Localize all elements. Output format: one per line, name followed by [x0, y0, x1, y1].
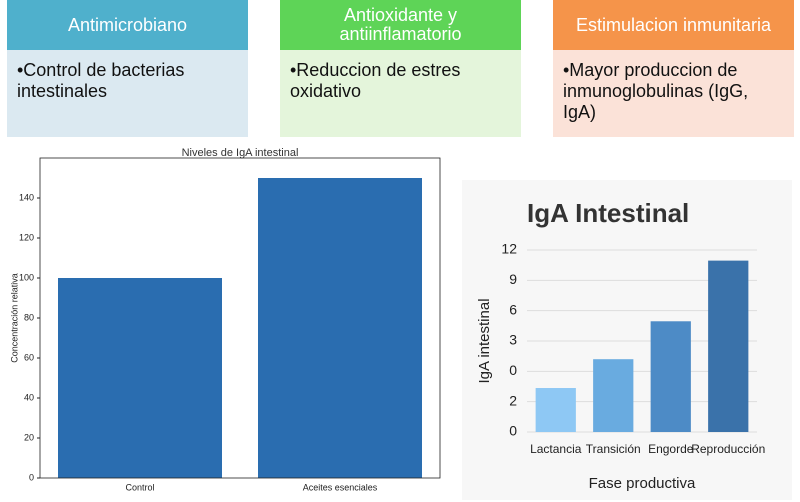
bar [58, 278, 222, 478]
x-tick-label: Control [125, 482, 154, 492]
y-tick-label: 0 [29, 472, 34, 482]
box-text: •Control de bacterias intestinales [7, 50, 248, 137]
y-tick-label: 0 [509, 362, 517, 378]
y-tick-label: 9 [509, 271, 517, 287]
box: Antioxidante y antiinflamatorio •Reducci… [280, 0, 521, 137]
box-text: •Reduccion de estres oxidativo [280, 50, 521, 137]
plot-frame [39, 157, 441, 479]
box: Antimicrobiano •Control de bacterias int… [7, 0, 248, 137]
y-tick-label: 0 [509, 423, 517, 439]
bar [535, 388, 576, 432]
y-tick-label: 20 [24, 432, 34, 442]
y-tick-label: 2 [509, 392, 517, 408]
y-tick-label: 120 [19, 232, 34, 242]
box-title: Antimicrobiano [7, 0, 248, 50]
box-text: •Mayor produccion de inmunoglobulinas (I… [553, 50, 794, 137]
x-tick-label: Reproducción [691, 442, 765, 456]
x-tick-label: Aceites esenciales [303, 482, 378, 492]
box-title: Antioxidante y antiinflamatorio [280, 0, 521, 50]
chart-title: IgA Intestinal [527, 198, 689, 228]
y-tick-label: 12 [501, 241, 517, 257]
y-tick-label: 40 [24, 392, 34, 402]
y-tick-label: 3 [509, 332, 517, 348]
bar [708, 260, 749, 432]
y-tick-label: 6 [509, 301, 517, 317]
box-title: Estimulacion inmunitaria [553, 0, 794, 50]
y-tick-label: 80 [24, 312, 34, 322]
chart-title: Niveles de IgA intestinal [182, 147, 299, 159]
bar [650, 321, 691, 432]
x-tick-label: Lactancia [530, 442, 582, 456]
x-axis-label: Fase productiva [589, 475, 696, 492]
box: Estimulacion inmunitaria •Mayor producci… [553, 0, 794, 137]
bar [258, 178, 422, 478]
y-tick-label: 60 [24, 352, 34, 362]
y-tick-label: 140 [19, 192, 34, 202]
x-tick-label: Transición [586, 442, 641, 456]
y-tick-label: 100 [19, 272, 34, 282]
x-tick-label: Engorde [648, 442, 694, 456]
bar [593, 359, 634, 432]
y-axis-label: IgA intestinal [476, 298, 493, 383]
y-axis-label: Concentración relativa [9, 273, 19, 363]
